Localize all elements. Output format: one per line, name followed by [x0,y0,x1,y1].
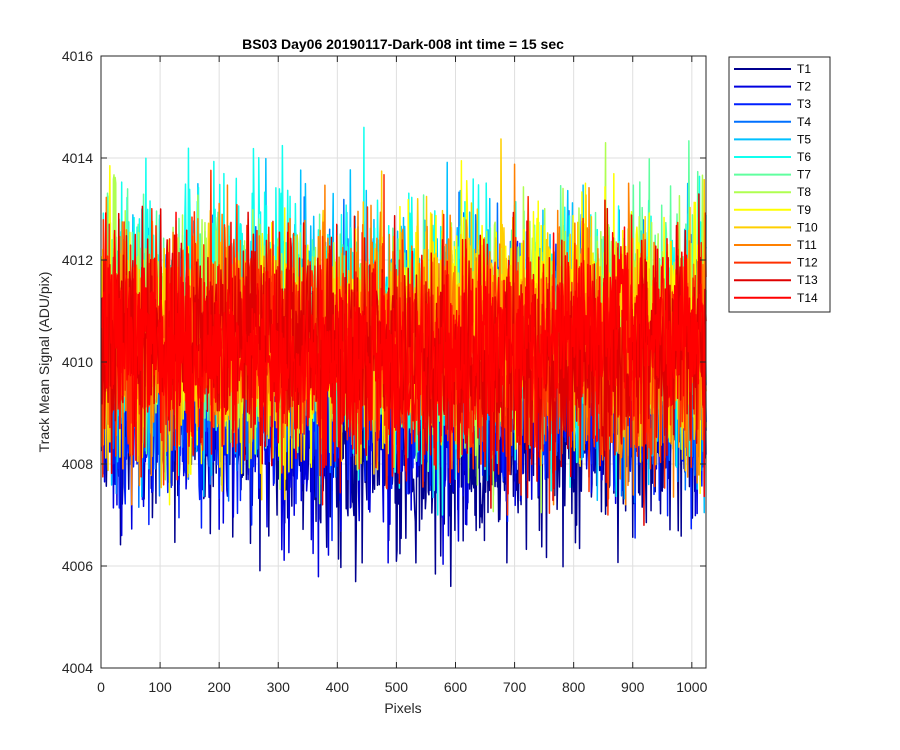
chart-title: BS03 Day06 20190117-Dark-008 int time = … [242,36,564,52]
x-tick-label: 600 [444,679,468,695]
x-tick-label: 200 [207,679,231,695]
x-tick-label: 100 [148,679,172,695]
legend-label: T9 [797,203,811,217]
y-tick-label: 4010 [62,354,93,370]
legend-label: T7 [797,168,811,182]
x-tick-label: 300 [267,679,291,695]
legend-label: T4 [797,115,811,129]
x-tick-label: 0 [97,679,105,695]
legend-label: T12 [797,256,818,270]
x-tick-label: 800 [562,679,586,695]
x-tick-label: 400 [326,679,350,695]
legend-label: T13 [797,273,818,287]
legend-label: T11 [797,238,817,252]
legend: T1 T2 T3 T4 T5 T6 T7 T8 T9 T10 T11 T12 T13 T14 [728,56,831,313]
tick-layer: 0 100 200 300 400 500 600 700 800 900 1000 4004 4006… [62,48,708,695]
legend-label: T1 [797,62,811,76]
legend-label: T3 [797,97,811,111]
x-tick-label: 500 [385,679,409,695]
legend-items: T1 T2 T3 T4 T5 T6 T7 T8 T9 T10 T11 T12 T13 T14 [734,62,818,305]
legend-label: T14 [797,291,818,305]
legend-label: T5 [797,132,811,146]
series-layer [100,126,707,588]
legend-label: T10 [797,220,818,234]
y-tick-label: 4004 [62,660,93,676]
y-tick-label: 4012 [62,252,93,268]
y-tick-label: 4014 [62,150,93,166]
series-line-t14 [100,211,707,506]
legend-label: T6 [797,150,811,164]
legend-label: T8 [797,185,811,199]
y-axis-label: Track Mean Signal (ADU/pix) [36,272,52,453]
legend-label: T2 [797,80,811,94]
plot-area: 0 100 200 300 400 500 600 700 800 900 1000 4004 4006… [62,48,708,695]
y-tick-label: 4008 [62,456,93,472]
x-tick-label: 1000 [676,679,707,695]
x-axis-label: Pixels [384,700,421,716]
x-tick-label: 900 [621,679,645,695]
legend-box [728,56,831,313]
x-tick-label: 700 [503,679,527,695]
y-tick-label: 4006 [62,558,93,574]
y-tick-label: 4016 [62,48,93,64]
